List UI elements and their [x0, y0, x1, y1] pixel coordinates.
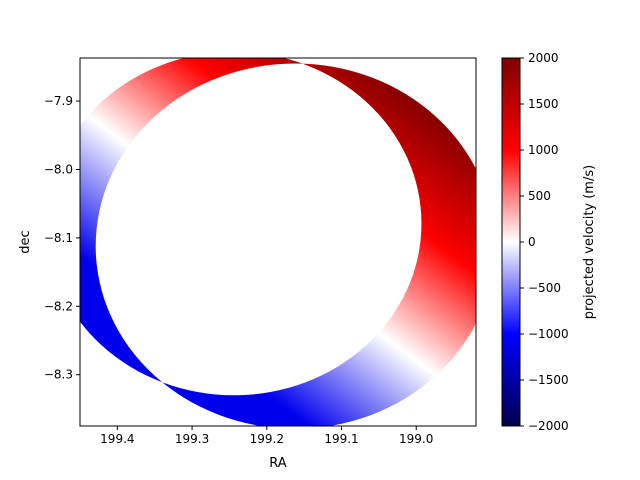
- x-tick-label: 199.2: [250, 432, 284, 446]
- x-tick-label: 199.0: [399, 432, 433, 446]
- plot-frame: [79, 57, 477, 427]
- colorbar-tick-label: −500: [528, 281, 561, 295]
- plot-area: [79, 57, 477, 427]
- colorbar-tick-label: 0: [528, 235, 536, 249]
- colorbar-tick-label: −1000: [528, 327, 569, 341]
- x-axis-label: RA: [269, 456, 287, 471]
- y-tick-label: −8.1: [44, 231, 73, 245]
- x-axis-ticks: 199.4 199.3 199.2 199.1 199.0: [100, 426, 433, 446]
- y-axis-ticks: −7.9 −8.0 −8.1 −8.2 −8.3: [44, 94, 80, 382]
- y-tick-label: −8.3: [44, 368, 73, 382]
- colorbar-tick-label: 1500: [528, 97, 559, 111]
- velocity-crescent: [80, 58, 476, 426]
- x-tick-label: 199.4: [100, 432, 134, 446]
- colorbar-tick-label: 1000: [528, 143, 559, 157]
- colorbar-fill: [502, 58, 520, 426]
- colorbar-label: projected velocity (m/s): [582, 165, 597, 319]
- colorbar: 2000 1500 1000 500 0 −500 −1000 −1500 −2000 proj…: [501, 51, 597, 433]
- y-tick-label: −8.0: [44, 162, 73, 176]
- y-axis-label: dec: [18, 230, 33, 253]
- colorbar-tick-label: −2000: [528, 419, 569, 433]
- y-tick-label: −7.9: [44, 94, 73, 108]
- y-tick-label: −8.2: [44, 299, 73, 313]
- colorbar-ticks: 2000 1500 1000 500 0 −500 −1000 −1500 −2000: [520, 51, 569, 433]
- colorbar-tick-label: −1500: [528, 373, 569, 387]
- x-tick-label: 199.1: [324, 432, 358, 446]
- x-tick-label: 199.3: [175, 432, 209, 446]
- colorbar-tick-label: 2000: [528, 51, 559, 65]
- colorbar-tick-label: 500: [528, 189, 551, 203]
